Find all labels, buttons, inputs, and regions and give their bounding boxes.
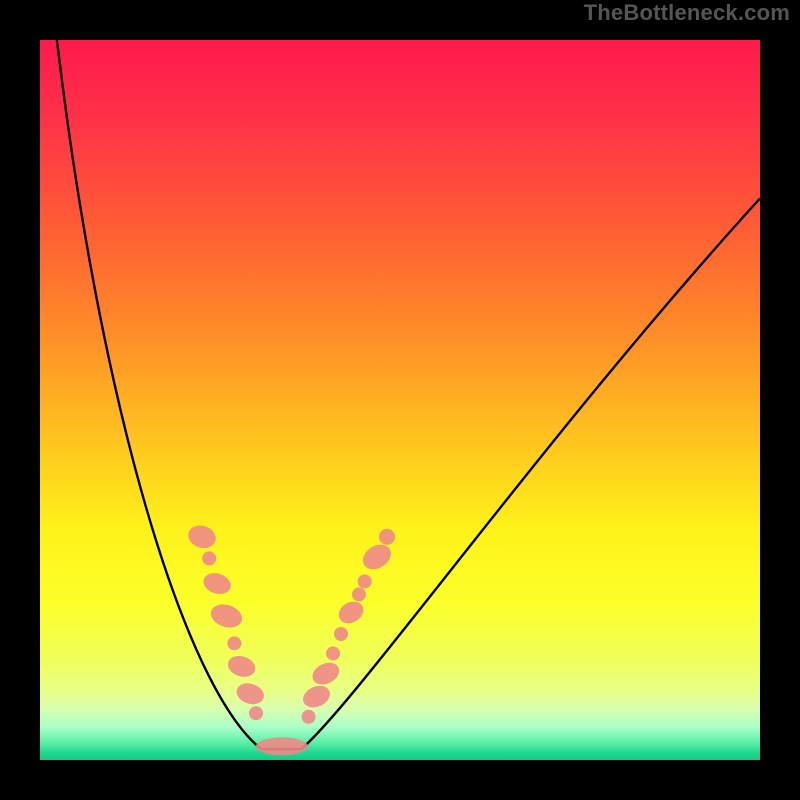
- curve-bead: [256, 737, 308, 755]
- curve-bead: [379, 529, 395, 545]
- gradient-background: [40, 40, 760, 760]
- curve-bead: [249, 706, 263, 720]
- watermark-text: TheBottleneck.com: [584, 0, 790, 26]
- curve-bead: [227, 636, 241, 650]
- curve-bead: [302, 710, 316, 724]
- curve-bead: [202, 551, 216, 565]
- curve-bead: [352, 587, 366, 601]
- curve-bead: [334, 627, 348, 641]
- bottleneck-chart: [0, 0, 800, 800]
- chart-root: TheBottleneck.com: [0, 0, 800, 800]
- plot-area: [40, 18, 760, 760]
- curve-bead: [326, 646, 340, 660]
- curve-bead: [358, 574, 372, 588]
